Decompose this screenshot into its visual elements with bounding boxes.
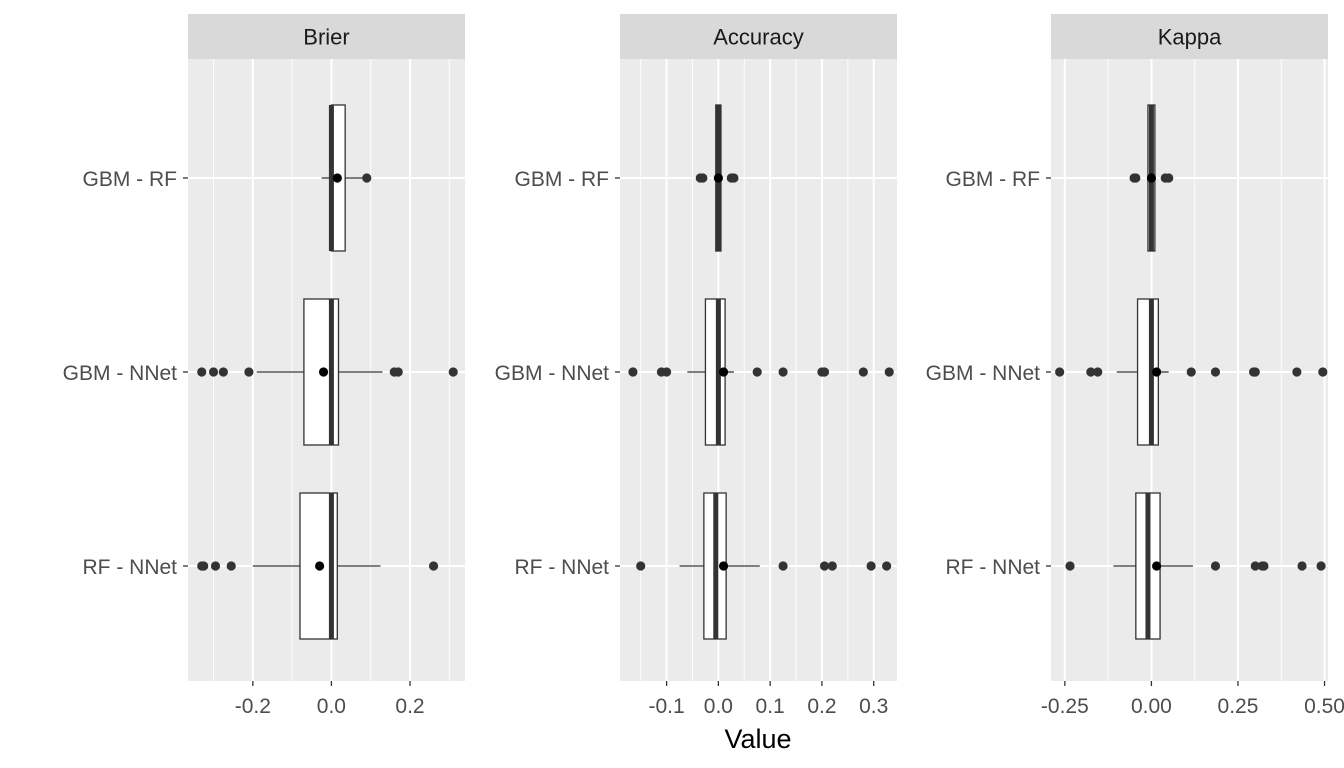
outlier-point [226, 561, 236, 571]
outlier-point [1164, 173, 1174, 183]
facet-accuracy: Accuracy -0.1 0.0 0.1 0.2 0.3 GBM - RF GBM - NN… [495, 14, 897, 718]
y-tick-label: GBM - NNet [63, 362, 178, 385]
x-tick-label: 0.0 [704, 695, 733, 718]
mean-point [713, 173, 723, 183]
outlier-point [1250, 561, 1260, 571]
y-tick-label: RF - NNet [946, 556, 1041, 579]
y-tick-label: GBM - NNet [495, 362, 610, 385]
outlier-point [208, 367, 219, 377]
outlier-point [636, 561, 646, 571]
x-tick-label: -0.2 [235, 695, 271, 718]
y-tick-label: RF - NNet [83, 556, 178, 579]
y-tick-label: RF - NNet [515, 556, 610, 579]
outlier-point [362, 173, 372, 183]
outlier-point [1055, 367, 1065, 377]
facet-brier: Brier -0.2 0.0 0.2 GBM - RF GBM - NNet RF - NN… [63, 14, 465, 718]
mean-point [1146, 173, 1157, 183]
outlier-point [1292, 367, 1302, 377]
y-tick-label: GBM - NNet [926, 362, 1041, 385]
strip-title-accuracy: Accuracy [713, 25, 803, 50]
outlier-point [1086, 367, 1096, 377]
box-brier-gbm-rf [321, 104, 372, 252]
x-tick-label: -0.1 [649, 695, 685, 718]
x-tick-label: 0.2 [807, 695, 836, 718]
outlier-point [197, 367, 207, 377]
outlier-point [1093, 367, 1103, 377]
outlier-point [218, 367, 228, 377]
outlier-point [729, 173, 739, 183]
x-tick-label: 0.2 [395, 695, 424, 718]
outlier-point [448, 367, 458, 377]
outlier-point [199, 561, 209, 571]
outlier-point [819, 367, 830, 377]
mean-point [318, 367, 329, 377]
box-kappa-gbm-rf [1129, 104, 1174, 252]
outlier-point [752, 367, 762, 377]
x-tick-label: 0.00 [1131, 695, 1172, 718]
outlier-point [827, 561, 837, 571]
strip-brier [188, 14, 465, 59]
outlier-point [1131, 173, 1141, 183]
outlier-point [1297, 561, 1307, 571]
x-tick-label: 0.50 [1304, 695, 1344, 718]
outlier-point [1065, 561, 1075, 571]
strip-kappa [1051, 14, 1328, 59]
x-tick-label: -0.25 [1041, 695, 1089, 718]
box-accuracy-rf-nnet [636, 492, 892, 640]
outlier-point [393, 367, 403, 377]
mean-point [718, 367, 729, 377]
x-tick-label: 0.25 [1218, 695, 1259, 718]
strip-title-kappa: Kappa [1158, 25, 1222, 50]
box-accuracy-gbm-nnet [628, 298, 894, 446]
x-axis-title: Value [724, 724, 791, 754]
x-tick-label: 0.1 [756, 695, 785, 718]
y-tick-label: GBM - RF [946, 168, 1041, 191]
y-tick-label: GBM - RF [515, 168, 610, 191]
outlier-point [778, 367, 788, 377]
facet-kappa: Kappa -0.25 0.00 0.25 0.50 GBM - RF GBM - NNet… [926, 14, 1344, 718]
outlier-point [428, 561, 439, 571]
box-kappa-rf-nnet [1065, 492, 1326, 640]
outlier-point [210, 561, 221, 571]
outlier-point [628, 367, 638, 377]
outlier-point [1210, 561, 1221, 571]
outlier-point [778, 561, 788, 571]
mean-point [332, 173, 342, 183]
mean-point [1152, 561, 1162, 571]
outlier-point [1250, 367, 1260, 377]
y-tick-label: GBM - RF [83, 168, 178, 191]
box-accuracy-gbm-rf [695, 104, 739, 252]
outlier-point [858, 367, 868, 377]
x-tick-label: 0.3 [859, 695, 888, 718]
outlier-point [819, 561, 830, 571]
outlier-point [882, 561, 892, 571]
outlier-point [1186, 367, 1196, 377]
x-tick-label: 0.0 [317, 695, 346, 718]
outlier-point [1210, 367, 1221, 377]
box-brier-rf-nnet [197, 492, 439, 640]
outlier-point [1259, 561, 1269, 571]
outlier-point [1316, 561, 1326, 571]
outlier-point [1318, 367, 1328, 377]
outlier-point [884, 367, 894, 377]
mean-point [718, 561, 729, 571]
strip-accuracy [620, 14, 897, 59]
box-kappa-gbm-nnet [1055, 298, 1328, 446]
outlier-point [866, 561, 876, 571]
mean-point [315, 561, 325, 571]
strip-title-brier: Brier [303, 25, 349, 50]
box-brier-gbm-nnet [197, 298, 458, 446]
outlier-point [661, 367, 672, 377]
outlier-point [244, 367, 254, 377]
outlier-point [698, 173, 708, 183]
mean-point [1152, 367, 1162, 377]
